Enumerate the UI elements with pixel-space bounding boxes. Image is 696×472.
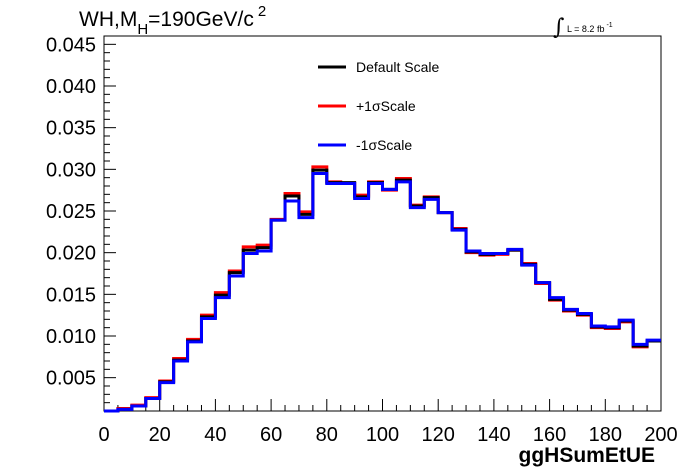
legend-label: -1σScale [356,137,412,153]
x-tick-label: 0 [98,424,109,446]
y-tick-label: 0.030 [46,159,96,181]
title-base: WH,M [79,8,137,31]
x-tick-label: 60 [260,424,282,446]
x-tick-label: 140 [477,424,510,446]
series-line-1sigmascale [104,172,661,413]
x-tick-label: 20 [149,424,171,446]
legend-label: +1σScale [356,98,416,114]
x-tick-label: 160 [533,424,566,446]
x-tick-label: 40 [204,424,226,446]
y-tick-label: 0.020 [46,243,96,265]
y-axis: 0.005 0.010 0.015 0.020 0.025 0.030 0.035 0.040… [46,34,116,412]
y-tick-label: 0.025 [46,201,96,223]
luminosity-text: L = 8.2 fb [567,24,604,34]
x-tick-label: 80 [316,424,338,446]
x-tick-label: 100 [366,424,399,446]
title-rest: =190GeV/c [148,8,254,31]
luminosity-label: L = 8.2 fb -1 [567,22,613,34]
series-layer [104,165,661,413]
luminosity-integral-symbol: ∫ [553,15,565,40]
x-tick-label: 180 [589,424,622,446]
y-tick-label: 0.005 [46,368,96,390]
title-superscript: 2 [258,3,266,20]
y-tick-label: 0.035 [46,118,96,140]
series-line-default-scale [104,168,661,413]
x-tick-label: 120 [422,424,455,446]
x-axis: 0 20 40 60 80 100 120 140 160 180 200 [98,399,678,446]
legend-label: Default Scale [356,59,439,75]
x-tick-label: 200 [644,424,677,446]
title-subscript: H [137,21,148,38]
chart-title: WH,MH=190GeV/c 2 [79,3,266,38]
y-tick-label: 0.015 [46,284,96,306]
y-tick-label: 0.045 [46,34,96,56]
x-axis-title: ggHSumEtUE [519,444,656,467]
legend: Default Scale +1σScale -1σScale [318,59,439,153]
series-line-1sigmascale [104,165,661,413]
luminosity-superscript: -1 [606,22,612,29]
y-tick-label: 0.040 [46,76,96,98]
y-tick-label: 0.010 [46,326,96,348]
